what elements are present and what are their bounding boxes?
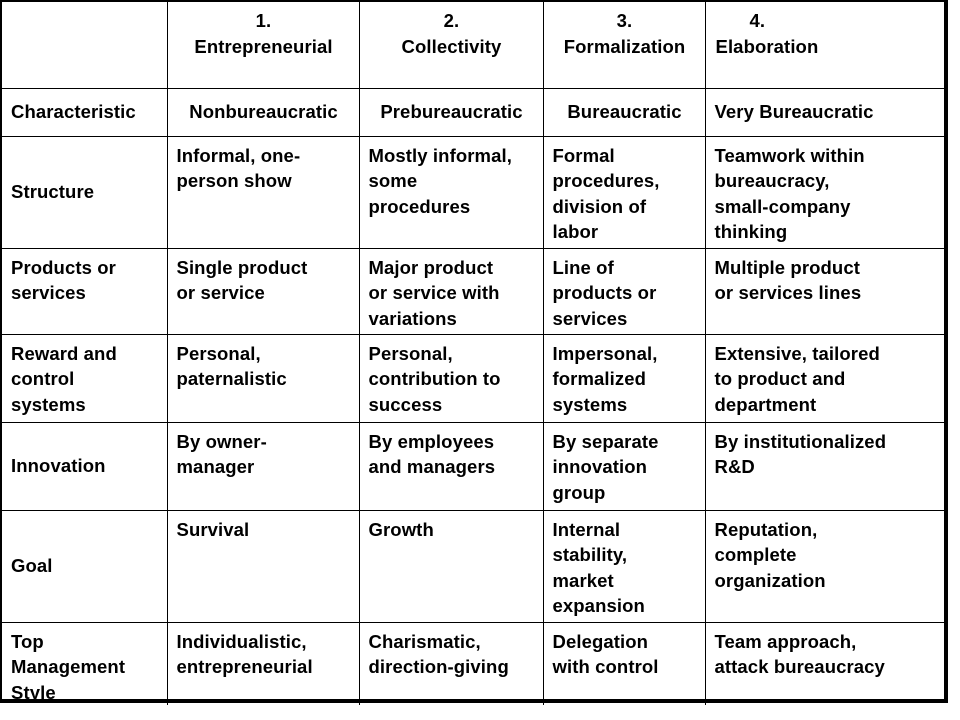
column-name: Formalization [563, 35, 686, 57]
table-row-structure: Structure Informal, one- person show Mos… [2, 135, 944, 249]
table-cell: Single product or service [166, 247, 360, 335]
table-cell: By separate innovation group [542, 421, 706, 511]
table-cell: Internal stability, market expansion [542, 509, 706, 623]
column-number: 3. [616, 10, 633, 31]
row-label: Top Management Style [2, 621, 168, 705]
table-cell: Personal, contribution to success [358, 333, 544, 423]
table-cell: Individualistic, entrepreneurial [166, 621, 360, 705]
table-cell: Team approach, attack bureaucracy [704, 621, 944, 705]
table-cell: Mostly informal, some procedures [358, 135, 544, 249]
table-cell: Bureaucratic [542, 87, 706, 137]
table-row-reward-and-control-systems: Reward and control systems Personal, pat… [2, 333, 944, 423]
header-row: 1. Entrepreneurial 2. Collectivity 3. Fo… [2, 2, 944, 89]
stages-table: 1. Entrepreneurial 2. Collectivity 3. Fo… [2, 2, 944, 705]
table-cell: Informal, one- person show [166, 135, 360, 249]
table-cell: Very Bureaucratic [704, 87, 944, 137]
column-number: 1. [255, 10, 272, 31]
table-cell: Growth [358, 509, 544, 623]
table-cell: Delegation with control [542, 621, 706, 705]
row-label: Reward and control systems [2, 333, 168, 423]
column-name: Entrepreneurial [194, 35, 333, 57]
table-cell: Teamwork within bureaucracy, small-compa… [704, 135, 944, 249]
table-cell: Charismatic, direction-giving [358, 621, 544, 705]
table-row-characteristic: Characteristic Nonbureaucratic Prebureau… [2, 87, 944, 137]
table-cell: Survival [166, 509, 360, 623]
table-cell: Impersonal, formalized systems [542, 333, 706, 423]
row-label: Goal [2, 509, 168, 623]
table-cell: By owner- manager [166, 421, 360, 511]
table-cell: Formal procedures, division of labor [542, 135, 706, 249]
row-label: Products or services [2, 247, 168, 335]
table-cell: By employees and managers [358, 421, 544, 511]
table-row-products-or-services: Products or services Single product or s… [2, 247, 944, 335]
column-header-collectivity: 2. Collectivity [358, 2, 544, 89]
table-cell: Prebureaucratic [358, 87, 544, 137]
table-cell: Extensive, tailored to product and depar… [704, 333, 944, 423]
table-cell: Nonbureaucratic [166, 87, 360, 137]
table-cell: Multiple product or services lines [704, 247, 944, 335]
corner-cell [2, 2, 168, 89]
table-cell: By institutionalized R&D [704, 421, 944, 511]
row-label: Innovation [2, 421, 168, 511]
row-label: Characteristic [2, 87, 168, 137]
column-number: 2. [443, 10, 460, 31]
table-cell: Line of products or services [542, 247, 706, 335]
table-cell: Major product or service with variations [358, 247, 544, 335]
table-cell: Personal, paternalistic [166, 333, 360, 423]
column-header-entrepreneurial: 1. Entrepreneurial [166, 2, 360, 89]
table-cell: Reputation, complete organization [704, 509, 944, 623]
row-label: Structure [2, 135, 168, 249]
column-name: Elaboration [715, 35, 819, 57]
column-number: 4. [749, 10, 766, 31]
table-row-innovation: Innovation By owner- manager By employee… [2, 421, 944, 511]
column-name: Collectivity [401, 35, 502, 57]
table-row-goal: Goal Survival Growth Internal stability,… [2, 509, 944, 623]
table-row-top-management-style: Top Management Style Individualistic, en… [2, 621, 944, 705]
column-header-elaboration: 4. Elaboration [704, 2, 944, 89]
column-header-formalization: 3. Formalization [542, 2, 706, 89]
life-cycle-stages-table: 1. Entrepreneurial 2. Collectivity 3. Fo… [0, 0, 948, 705]
